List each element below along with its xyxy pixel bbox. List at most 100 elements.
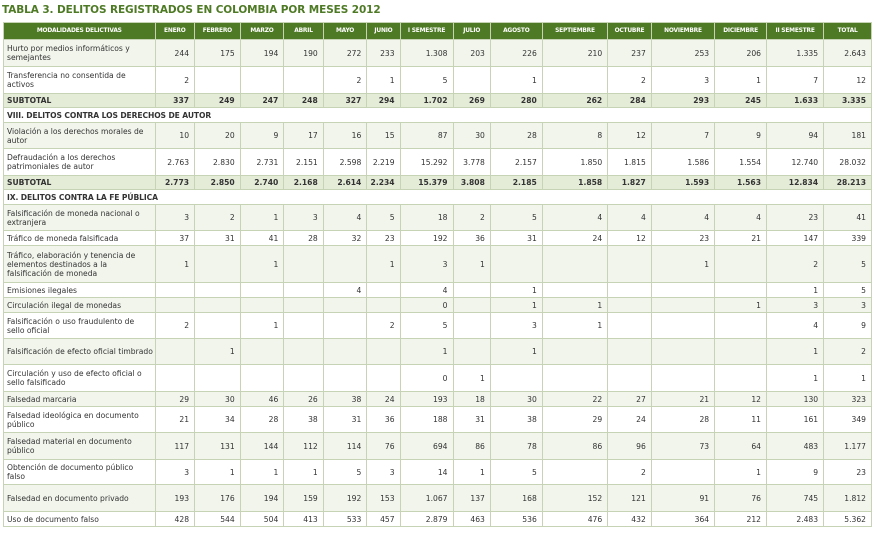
table-cell [194,66,241,94]
table-cell [194,282,241,298]
table-cell: 476 [541,511,609,527]
row-label: SUBTOTAL [3,93,156,108]
table-cell: 4 [607,204,652,231]
row-label: Falsificación de efecto oficial timbrado [3,338,156,365]
table-cell: 41 [823,204,872,231]
table-cell: 10 [154,122,196,149]
table-cell: 1.827 [607,175,652,190]
subtotal-row: SUBTOTAL 337 249 247 248 327 294 1.702 269 280 262… [3,93,872,108]
table-cell [322,338,368,365]
row-label: Hurto por medios informáticos y semejant… [3,39,156,67]
table-cell: 1.563 [714,175,768,190]
table-cell: 130 [766,391,825,407]
table-cell: 5 [399,66,454,94]
table-header-row: MODALIDADES DELICTIVAS ENERO FEBRERO MARZO A… [3,22,872,40]
table-cell [154,364,196,392]
table-cell: 262 [541,93,609,108]
table-cell: 1 [239,204,285,231]
section-title: IX. DELITOS CONTRA LA FE PÚBLICA [3,189,872,205]
table-cell: 31 [322,406,368,433]
table-row: Uso de documento falso 428 544 504 413 533 457… [3,511,872,527]
table-cell: 12.834 [766,175,825,190]
column-header: NOVIEMBRE [650,22,716,40]
table-number: TABLA 3. [2,4,54,16]
table-cell: 1.702 [399,93,454,108]
table-cell: 192 [399,230,454,246]
row-label: Falsedad material en documento público [3,432,156,460]
table-cell: 504 [239,511,285,527]
table-cell [194,364,241,392]
table-cell: 1 [452,245,491,283]
table-cell: 24 [366,391,401,407]
table-cell: 1 [766,364,825,392]
table-cell: 121 [607,484,652,512]
table-cell: 23 [823,459,872,485]
table-cell: 2 [766,245,825,283]
table-cell: 64 [714,432,768,460]
table-cell: 38 [489,406,543,433]
table-cell: 2 [607,459,652,485]
table-cell: 12 [607,122,652,149]
table-cell: 159 [283,484,324,512]
table-cell: 28.032 [823,148,872,176]
row-label: Tráfico, elaboración y tenencia de eleme… [3,245,156,283]
table-cell: 4 [322,204,368,231]
table-cell: 2.219 [366,148,401,176]
table-cell [283,245,324,283]
table-cell: 4 [322,282,368,298]
table-cell: 76 [366,432,401,460]
table-row: Transferencia no consentida de activos 2 2… [3,66,872,94]
table-cell: 26 [283,391,324,407]
table-cell: 1 [194,459,241,485]
table-cell: 194 [239,39,285,67]
table-cell: 3 [766,297,825,313]
table-cell: 2 [366,312,401,339]
table-cell [239,297,285,313]
table-cell: 1.554 [714,148,768,176]
table-cell: 32 [322,230,368,246]
table-row: Circulación ilegal de monedas 0 1 1 1 3 3 [3,297,872,313]
table-cell: 181 [823,122,872,149]
table-cell [452,312,491,339]
table-cell [452,66,491,94]
column-header: I SEMESTRE [399,22,454,40]
table-cell [239,282,285,298]
table-cell [322,245,368,283]
table-cell: 23 [766,204,825,231]
table-cell: 1 [489,66,543,94]
table-cell [714,338,768,365]
table-row: Falsificación de efecto oficial timbrado… [3,338,872,365]
table-cell: 1 [154,245,196,283]
table-cell: 1 [452,459,491,485]
table-cell: 2 [322,66,368,94]
table-cell: 203 [452,39,491,67]
row-label: Circulación ilegal de monedas [3,297,156,313]
table-cell [607,312,652,339]
table-cell: 3 [823,297,872,313]
table-cell: 1 [366,245,401,283]
table-cell: 30 [489,391,543,407]
table-cell: 5 [823,245,872,283]
table-cell: 28.213 [823,175,872,190]
table-cell: 533 [322,511,368,527]
table-cell [194,297,241,313]
table-cell: 2.731 [239,148,285,176]
table-cell: 248 [283,93,324,108]
table-row: Falsedad en documento privado 193 176 194 15… [3,484,872,512]
table-cell: 153 [366,484,401,512]
table-cell: 194 [239,484,285,512]
table-cell: 36 [366,406,401,433]
table-cell: 4 [399,282,454,298]
table-cell: 1.858 [541,175,609,190]
table-row: Falsedad material en documento público 11… [3,432,872,460]
column-header: OCTUBRE [607,22,652,40]
table-cell: 272 [322,39,368,67]
table-cell: 432 [607,511,652,527]
table-title: TABLA 3. DELITOS REGISTRADOS EN COLOMBIA… [2,1,381,19]
column-header: FEBRERO [194,22,241,40]
table-cell: 1 [399,338,454,365]
table-cell [322,297,368,313]
table-cell: 29 [541,406,609,433]
table-cell: 249 [194,93,241,108]
table-cell: 5 [823,282,872,298]
